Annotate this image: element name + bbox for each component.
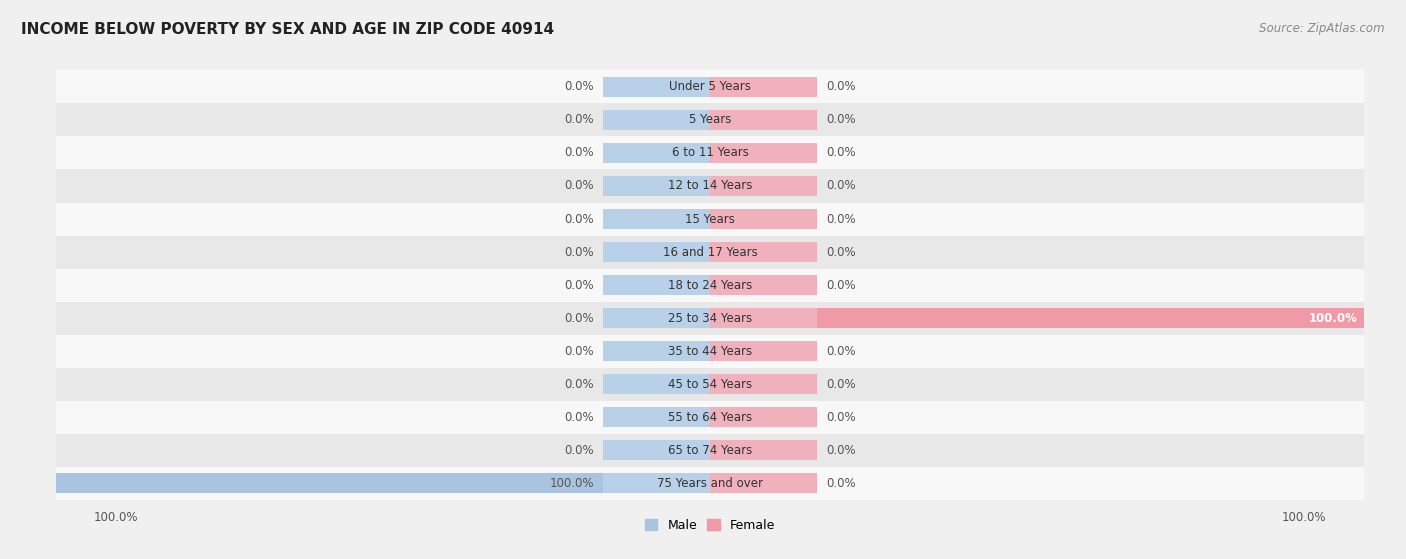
Bar [603, 275, 710, 295]
Text: 100.0%: 100.0% [550, 477, 595, 490]
Bar [710, 473, 817, 493]
Bar [56, 235, 1364, 268]
Bar [710, 408, 817, 427]
Bar [603, 110, 710, 130]
Bar [603, 440, 710, 460]
Bar [56, 401, 1364, 434]
Bar [56, 169, 1364, 202]
Text: 0.0%: 0.0% [825, 113, 856, 126]
Text: 0.0%: 0.0% [825, 146, 856, 159]
Text: 0.0%: 0.0% [825, 411, 856, 424]
Text: 0.0%: 0.0% [825, 245, 856, 259]
Text: 100.0%: 100.0% [1309, 311, 1358, 325]
Bar [710, 143, 817, 163]
Text: 15 Years: 15 Years [685, 212, 735, 225]
Text: Source: ZipAtlas.com: Source: ZipAtlas.com [1260, 22, 1385, 35]
Bar [603, 209, 710, 229]
Text: 0.0%: 0.0% [825, 477, 856, 490]
Bar [56, 434, 1364, 467]
Text: 45 to 54 Years: 45 to 54 Years [668, 378, 752, 391]
Text: 0.0%: 0.0% [564, 113, 595, 126]
Bar [710, 110, 817, 130]
Text: 0.0%: 0.0% [564, 378, 595, 391]
Text: 25 to 34 Years: 25 to 34 Years [668, 311, 752, 325]
Text: INCOME BELOW POVERTY BY SEX AND AGE IN ZIP CODE 40914: INCOME BELOW POVERTY BY SEX AND AGE IN Z… [21, 22, 554, 37]
Text: 6 to 11 Years: 6 to 11 Years [672, 146, 748, 159]
Bar [603, 473, 710, 493]
Bar [603, 408, 710, 427]
Bar [56, 473, 603, 493]
Bar [710, 440, 817, 460]
Text: 0.0%: 0.0% [564, 80, 595, 93]
Bar [603, 143, 710, 163]
Text: 5 Years: 5 Years [689, 113, 731, 126]
Bar [56, 268, 1364, 302]
Bar [603, 77, 710, 97]
Bar [603, 341, 710, 361]
Bar [710, 275, 817, 295]
Bar [56, 202, 1364, 235]
Text: 16 and 17 Years: 16 and 17 Years [662, 245, 758, 259]
Bar [603, 375, 710, 394]
Text: 0.0%: 0.0% [564, 212, 595, 225]
Bar [56, 467, 1364, 500]
Bar [56, 136, 1364, 169]
Bar [710, 176, 817, 196]
Text: 75 Years and over: 75 Years and over [657, 477, 763, 490]
Text: 0.0%: 0.0% [564, 179, 595, 192]
Text: 0.0%: 0.0% [564, 146, 595, 159]
Text: 0.0%: 0.0% [564, 311, 595, 325]
Text: Under 5 Years: Under 5 Years [669, 80, 751, 93]
Text: 0.0%: 0.0% [825, 80, 856, 93]
Text: 0.0%: 0.0% [825, 378, 856, 391]
Bar [56, 368, 1364, 401]
Text: 35 to 44 Years: 35 to 44 Years [668, 345, 752, 358]
Text: 0.0%: 0.0% [564, 345, 595, 358]
Bar [603, 308, 710, 328]
Text: 0.0%: 0.0% [564, 278, 595, 292]
Bar [603, 242, 710, 262]
Bar [710, 209, 817, 229]
Text: 0.0%: 0.0% [825, 212, 856, 225]
Bar [56, 302, 1364, 335]
Bar [710, 341, 817, 361]
Bar [56, 70, 1364, 103]
Text: 0.0%: 0.0% [825, 179, 856, 192]
Text: 65 to 74 Years: 65 to 74 Years [668, 444, 752, 457]
Text: 0.0%: 0.0% [564, 411, 595, 424]
Bar [56, 335, 1364, 368]
Legend: Male, Female: Male, Female [645, 519, 775, 532]
Text: 0.0%: 0.0% [825, 345, 856, 358]
Text: 0.0%: 0.0% [825, 278, 856, 292]
Bar [710, 375, 817, 394]
Bar [710, 308, 817, 328]
Text: 55 to 64 Years: 55 to 64 Years [668, 411, 752, 424]
Bar [710, 77, 817, 97]
Bar [710, 242, 817, 262]
Text: 18 to 24 Years: 18 to 24 Years [668, 278, 752, 292]
Text: 0.0%: 0.0% [564, 444, 595, 457]
Bar [603, 176, 710, 196]
Bar [817, 308, 1364, 328]
Bar [56, 103, 1364, 136]
Text: 0.0%: 0.0% [825, 444, 856, 457]
Text: 12 to 14 Years: 12 to 14 Years [668, 179, 752, 192]
Text: 0.0%: 0.0% [564, 245, 595, 259]
